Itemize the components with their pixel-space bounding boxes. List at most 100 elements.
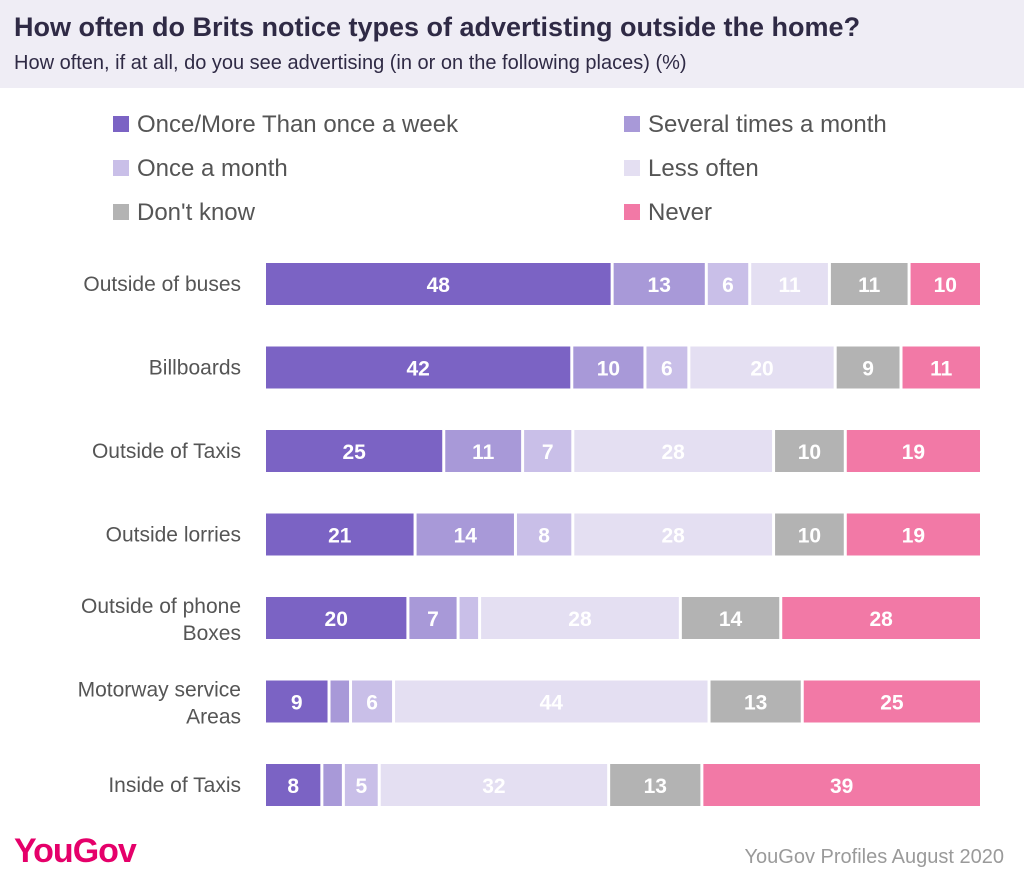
- data-label: 25: [342, 441, 366, 464]
- bar-segment: [323, 764, 342, 806]
- data-label: 20: [750, 358, 773, 381]
- bar-segment: [481, 597, 679, 639]
- bar-segment: [266, 263, 611, 305]
- bar-segment: [836, 346, 900, 389]
- data-label: 7: [427, 608, 439, 631]
- bar-segment: [646, 346, 688, 389]
- source-note: YouGov Profiles August 2020: [744, 846, 1004, 868]
- data-label: 6: [722, 274, 734, 297]
- data-label: 14: [719, 608, 743, 631]
- data-label: 28: [869, 608, 893, 631]
- category-label: Outside of phone Boxes: [81, 595, 241, 645]
- data-label: 6: [661, 358, 673, 381]
- bar-segment: [846, 430, 980, 472]
- bar-segment: [459, 597, 479, 639]
- bar-segment: [266, 513, 414, 556]
- data-label: 11: [778, 274, 801, 297]
- bar-segment: [266, 597, 407, 639]
- bar-segment: [266, 430, 443, 472]
- data-label: 48: [427, 274, 451, 297]
- bar-segment: [775, 430, 844, 472]
- data-label: 32: [482, 775, 505, 798]
- bar-segment: [703, 764, 980, 806]
- bar-segment: [380, 764, 608, 806]
- bar-segment: [266, 680, 328, 723]
- data-label: 44: [540, 692, 564, 715]
- legend-swatch: [624, 160, 640, 176]
- data-label: 14: [454, 525, 478, 548]
- bar-segment: [775, 513, 844, 556]
- bar-segment: [445, 430, 522, 472]
- chart-subtitle: How often, if at all, do you see adverti…: [14, 52, 687, 74]
- bar-segment: [707, 263, 749, 305]
- data-label: 10: [934, 274, 957, 297]
- data-label: 9: [862, 358, 874, 381]
- data-label: 19: [902, 525, 925, 548]
- chart-title: How often do Brits notice types of adver…: [14, 12, 861, 42]
- bar-segment: [751, 263, 828, 305]
- bar-segment: [910, 263, 980, 305]
- legend-swatch: [113, 160, 129, 176]
- bar-segment: [710, 680, 801, 723]
- data-label: 11: [472, 441, 495, 464]
- data-label: 20: [325, 608, 348, 631]
- data-label: 7: [542, 441, 554, 464]
- data-label: 6: [366, 692, 378, 715]
- data-label: 8: [538, 525, 550, 548]
- bar-segment: [613, 263, 705, 305]
- data-label: 10: [798, 441, 821, 464]
- bar-segment: [344, 764, 378, 806]
- legend-swatch: [624, 116, 640, 132]
- data-label: 9: [291, 692, 303, 715]
- header-band: [0, 0, 1024, 88]
- data-label: 5: [355, 775, 367, 798]
- data-label: 11: [858, 274, 881, 297]
- bar-segment: [516, 513, 572, 556]
- data-label: 28: [662, 441, 686, 464]
- data-label: 10: [798, 525, 821, 548]
- legend-label: Never: [648, 199, 713, 226]
- data-label: 28: [568, 608, 592, 631]
- data-label: 10: [597, 358, 620, 381]
- bar-segment: [681, 597, 780, 639]
- data-label: 39: [830, 775, 853, 798]
- bar-segment: [574, 430, 773, 472]
- bar-segment: [574, 513, 773, 556]
- bar-segment: [330, 680, 350, 723]
- bar-segment: [266, 346, 571, 389]
- data-label: 13: [744, 692, 767, 715]
- bar-segment: [782, 597, 980, 639]
- data-label: 8: [287, 775, 299, 798]
- data-label: 19: [902, 441, 925, 464]
- bar-segment: [830, 263, 908, 305]
- bar-segment: [610, 764, 701, 806]
- data-label: 42: [406, 358, 429, 381]
- data-label: 28: [662, 525, 686, 548]
- bar-segment: [902, 346, 980, 389]
- bar-segment: [395, 680, 708, 723]
- legend-swatch: [624, 204, 640, 220]
- category-label: Outside lorries: [106, 524, 241, 547]
- bar-segment: [352, 680, 393, 723]
- legend-label: Several times a month: [648, 111, 887, 138]
- yougov-logo: YouGov: [14, 832, 137, 870]
- bar-segment: [690, 346, 834, 389]
- data-label: 21: [328, 525, 352, 548]
- category-label: Outside of buses: [83, 273, 241, 296]
- bar-segment: [846, 513, 980, 556]
- bar-segment: [409, 597, 457, 639]
- bar-segment: [524, 430, 572, 472]
- bar-segment: [416, 513, 514, 556]
- data-label: 13: [644, 775, 667, 798]
- data-label: 25: [880, 692, 904, 715]
- category-label: Outside of Taxis: [92, 440, 241, 463]
- category-label: Motorway service Areas: [78, 679, 241, 729]
- legend-label: Don't know: [137, 199, 255, 226]
- data-label: 13: [648, 274, 671, 297]
- legend-swatch: [113, 204, 129, 220]
- legend-label: Less often: [648, 155, 759, 182]
- category-label: Billboards: [149, 357, 241, 380]
- legend-label: Once/More Than once a week: [137, 111, 459, 138]
- category-label: Inside of Taxis: [108, 774, 241, 797]
